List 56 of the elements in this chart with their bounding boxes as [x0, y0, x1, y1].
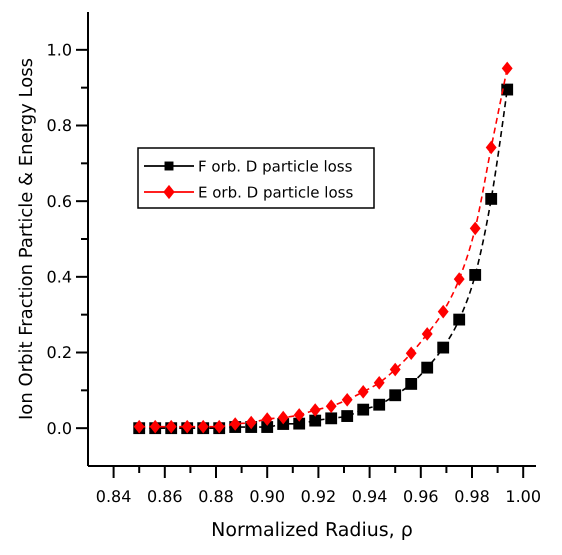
point	[182, 420, 193, 434]
point	[198, 420, 209, 434]
point	[294, 408, 305, 422]
point	[469, 269, 482, 281]
point	[485, 192, 498, 205]
point	[405, 378, 418, 390]
point	[325, 412, 338, 424]
point	[214, 420, 225, 434]
point	[421, 362, 434, 374]
point	[262, 412, 273, 426]
point	[470, 222, 481, 236]
point	[358, 385, 369, 399]
x-tick-label: 0.94	[352, 487, 388, 506]
point	[278, 410, 289, 424]
point	[373, 398, 386, 411]
y-tick-label: 0.2	[46, 343, 72, 362]
x-tick-label: 0.96	[402, 487, 439, 506]
legend-label: F orb. D particle loss	[198, 157, 353, 176]
point	[486, 140, 497, 154]
y-tick-label: 0.6	[46, 192, 72, 211]
x-tick-label: 0.88	[198, 487, 234, 506]
point	[150, 420, 161, 434]
point	[374, 376, 385, 390]
point	[390, 362, 401, 376]
point	[341, 410, 354, 422]
point	[246, 416, 257, 430]
x-tick-label: 0.98	[454, 487, 490, 506]
point	[438, 304, 449, 318]
y-tick-label: 0.4	[46, 267, 72, 286]
x-tick-label: 0.92	[300, 487, 336, 506]
point	[502, 62, 513, 76]
point	[422, 327, 433, 341]
y-tick-label: 0.0	[46, 418, 72, 438]
x-tick-label: 0.90	[249, 487, 286, 506]
point	[342, 392, 353, 407]
point	[453, 314, 466, 326]
point	[166, 420, 177, 434]
point	[309, 414, 322, 427]
point	[310, 403, 321, 417]
y-axis-title: Ion Orbit Fraction Particle & Energy Loss	[16, 58, 37, 420]
point	[406, 346, 417, 360]
point	[357, 404, 370, 416]
x-tick-label: 0.86	[146, 487, 183, 506]
point	[389, 389, 402, 402]
point	[454, 272, 465, 286]
point	[326, 399, 337, 414]
y-tick-label: 1.0	[46, 40, 72, 60]
point	[437, 342, 450, 354]
point	[230, 417, 241, 431]
x-tick-label: 1.00	[505, 487, 542, 506]
x-axis-title: Normalized Radius, ρ	[211, 519, 413, 541]
point	[501, 84, 514, 96]
y-tick-label: 0.8	[46, 116, 72, 136]
legend-label: E orb. D particle loss	[198, 183, 354, 202]
point	[134, 420, 145, 434]
x-tick-label: 0.84	[96, 487, 132, 506]
